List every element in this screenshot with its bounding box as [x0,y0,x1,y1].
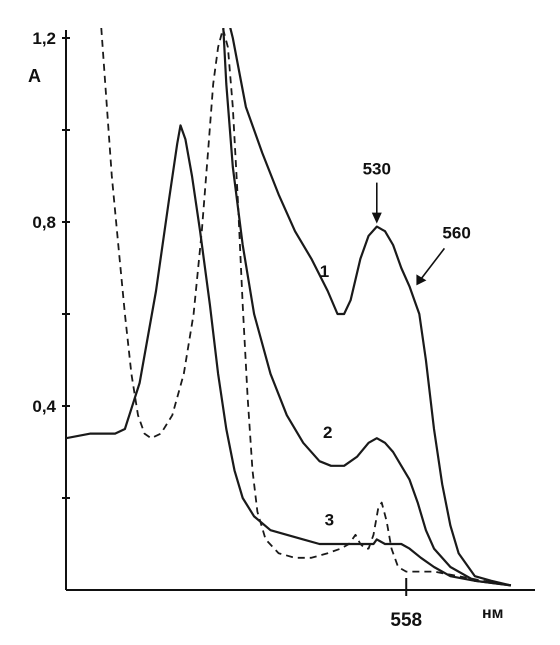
annotation-arrow-head [371,212,382,224]
series-3-line [66,124,512,587]
annotation-label: 560 [442,223,470,242]
series-dashed-line [100,28,512,587]
y-tick-label: 1,2 [32,29,56,48]
y-axis-label: A [28,66,41,86]
annotation-label: 530 [363,160,391,179]
labels-group: 1 2 3 530 560 [320,160,471,530]
axes: 0,4 0,8 1,2 A 558 нм [28,29,535,631]
y-tick-label: 0,4 [32,397,56,416]
curve-label-1: 1 [320,262,329,281]
x-axis-label: нм [482,605,504,622]
annotation-arrow-shaft [417,247,446,283]
series-2-line [222,28,512,587]
curve-label-2: 2 [323,423,332,442]
annotation-arrow-head [416,274,427,286]
series-group [66,28,512,587]
x-tick-label: 558 [390,610,422,631]
series-1-line [229,28,512,587]
curve-label-3: 3 [325,511,334,530]
y-tick-label: 0,8 [32,213,56,232]
